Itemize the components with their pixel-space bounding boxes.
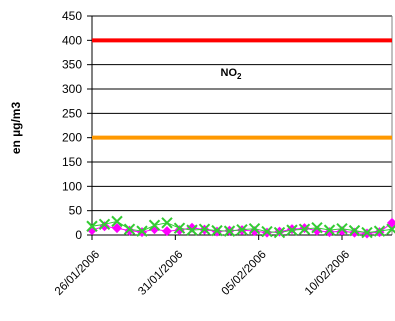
x-marker-stroke-b <box>123 223 136 235</box>
x-marker <box>261 225 273 238</box>
x-marker <box>286 224 298 236</box>
diamond-marker <box>387 217 395 228</box>
x-marker-stroke-b <box>211 224 223 237</box>
y-tick-label: 50 <box>69 204 83 218</box>
y-tick-label: 300 <box>62 82 82 96</box>
x-marker-stroke-b <box>248 222 261 235</box>
x-marker <box>248 222 261 235</box>
pollutant-annotation-sub: 2 <box>237 72 242 81</box>
pollutant-annotation-main: NO <box>221 67 238 79</box>
x-marker-stroke-b <box>336 222 348 235</box>
x-marker-stroke-b <box>161 217 173 229</box>
x-marker <box>311 221 323 234</box>
x-marker <box>148 219 161 231</box>
x-marker <box>86 220 98 232</box>
y-tick-label: 400 <box>62 33 82 47</box>
x-marker <box>211 224 223 237</box>
x-marker <box>298 223 311 235</box>
x-marker-stroke-b <box>236 223 248 236</box>
x-marker-stroke-b <box>148 219 161 231</box>
x-marker-stroke-b <box>311 221 323 234</box>
y-tick-label: 0 <box>75 228 82 242</box>
x-marker <box>136 225 148 237</box>
diamond-marker <box>162 226 172 237</box>
y-tick-label: 350 <box>62 58 82 72</box>
x-marker-stroke-b <box>323 224 336 236</box>
x-marker <box>123 223 136 235</box>
y-tick-label: 250 <box>62 106 82 120</box>
x-marker <box>236 223 248 236</box>
x-marker <box>98 218 111 231</box>
x-marker-stroke-b <box>273 226 286 239</box>
x-marker-stroke-b <box>173 222 186 234</box>
x-marker-stroke-b <box>198 223 211 235</box>
y-tick-label: 150 <box>62 155 82 169</box>
x-marker-stroke-b <box>136 225 148 237</box>
diamond-marker <box>112 223 122 234</box>
y-tick-label: 200 <box>62 131 82 145</box>
x-marker <box>111 215 123 228</box>
x-marker-stroke-b <box>186 224 198 236</box>
y-axis-ticks: 0 50 100 150 200 250 300 350 400 450 <box>62 9 92 242</box>
x-marker-stroke-b <box>223 225 236 237</box>
x-marker <box>173 222 186 234</box>
x-marker <box>386 223 395 235</box>
x-marker <box>273 226 286 239</box>
x-marker <box>198 223 211 235</box>
x-marker-stroke-b <box>386 224 395 235</box>
y-tick-label: 450 <box>62 9 82 23</box>
x-marker <box>361 226 373 239</box>
threshold-lines <box>92 38 392 140</box>
x-marker <box>186 224 198 236</box>
y-tick-label: 100 <box>62 179 82 193</box>
x-marker-stroke-b <box>298 223 311 235</box>
x-marker-stroke-b <box>348 224 361 237</box>
x-marker-stroke-b <box>86 220 98 232</box>
x-marker <box>323 224 336 236</box>
x-marker <box>161 217 173 229</box>
x-marker <box>348 224 361 237</box>
x-marker-stroke-b <box>98 218 111 231</box>
x-marker-stroke-b <box>261 225 273 238</box>
x-marker-stroke-b <box>286 224 298 236</box>
series-group <box>86 215 395 239</box>
x-marker-stroke-b <box>373 225 386 237</box>
y-axis-label: en µg/m3 <box>9 102 23 155</box>
x-marker-stroke-b <box>111 215 123 228</box>
x-marker <box>223 225 236 237</box>
x-marker-stroke-b <box>361 226 373 239</box>
pollutant-annotation: NO2 <box>221 67 243 81</box>
x-marker <box>373 225 386 237</box>
x-marker <box>336 222 348 235</box>
